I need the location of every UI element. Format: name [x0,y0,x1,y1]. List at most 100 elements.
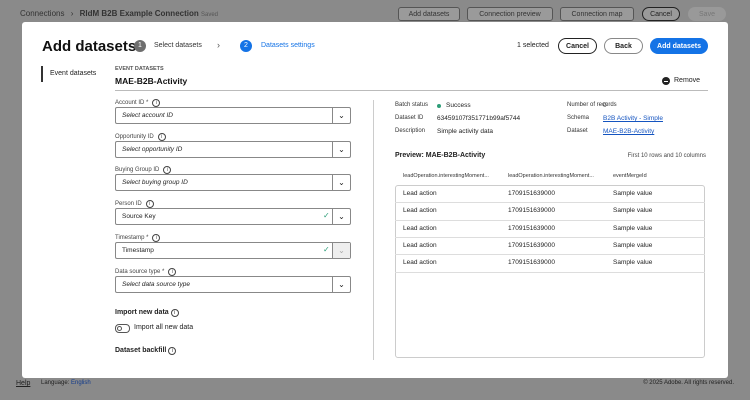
chevron-divider [332,209,333,225]
field-label-text: Account ID * [115,100,149,106]
copyright: © 2025 Adobe. All rights reserved. [643,380,734,386]
status-dot [437,103,441,108]
language: Language: English [41,380,91,386]
field-label-text: Opportunity ID [115,133,154,140]
column-header: eventMergeId [613,173,647,179]
save-status: Saved [200,12,218,18]
language-link[interactable]: English [71,380,91,386]
preview-title: Preview: MAE-B2B-Activity [395,152,486,159]
field-input[interactable]: Select buying group ID ⌄ [115,174,351,192]
row-line [395,219,705,221]
chevron-divider [332,276,333,292]
field-input[interactable]: Select account ID ⌄ [115,107,351,124]
dropdown-chevron[interactable]: ⌄ [338,178,345,188]
breadcrumb-current: RIdM B2B Example Connection [79,9,199,18]
field-label-text: Data source type * [115,268,165,275]
dropdown-chevron[interactable]: ⌄ [338,212,345,222]
import-heading-text: Import new data [115,309,169,316]
toggle-label: Import all new data [134,324,194,331]
table-cell: Lead action [403,190,437,197]
row-line [395,271,705,273]
row-line [395,202,705,204]
dropdown-chevron[interactable]: ⌄ [338,111,345,120]
detail-link[interactable]: MAE-B2B-Activity [603,128,655,135]
step-number: 1 [134,40,146,52]
breadcrumb-link[interactable]: Connections [20,9,65,18]
field-label: Account ID * i [115,99,161,107]
field-label: Opportunity ID i [115,132,166,141]
bg-button[interactable]: Save [688,7,726,21]
dropdown-chevron[interactable]: ⌄ [338,144,345,154]
info-icon: i [152,99,161,107]
cancel-button[interactable]: Cancel [558,38,597,54]
detail-label: Dataset ID [395,115,424,121]
field-label: Data source type * i [115,267,177,276]
bg-button[interactable]: Connection map [560,7,634,21]
import-heading: Import new data i [115,309,179,317]
field-value: Select data source type [122,280,190,288]
nav-indicator [41,66,43,82]
dropdown-chevron: ⌄ [333,242,350,258]
dropdown-chevron[interactable]: ⌄ [338,279,345,289]
column-divider [373,100,374,360]
field-value: Source Key [122,213,156,221]
detail-value: 0 [603,102,607,109]
table-cell: Sample value [613,259,653,267]
detail-value: Simple activity data [437,128,493,135]
detail-label: Batch status [395,102,429,108]
chevron-divider [332,108,333,123]
bg-button[interactable]: Cancel [642,7,680,21]
field-input[interactable]: Source Key ✓ ⌄ [115,208,351,226]
step-label[interactable]: Datasets settings [261,42,315,49]
table-cell: Sample value [613,224,653,232]
info-icon: i [145,200,154,209]
field-label: Timestamp * i [115,233,161,242]
step-chevron: › [217,40,220,50]
back-button[interactable]: Back [604,38,643,54]
field-label-text: Person ID [115,201,142,208]
field-input[interactable]: Select opportunity ID ⌄ [115,140,351,158]
field-input[interactable]: Timestamp ✓ ⌄ [115,241,351,259]
table-cell: 1709151639000 [508,207,555,215]
bg-button[interactable]: Connection preview [467,7,553,21]
detail-label: Number of records [567,102,617,108]
table-cell: Sample value [613,207,653,215]
info-icon: i [163,166,172,175]
backfill-text: Dataset backfill [115,347,167,354]
field-label: Person ID i [115,200,154,209]
selected-count: 1 selected [517,42,549,49]
remove-button[interactable]: Remove [674,77,701,84]
breadcrumb: Connections › RIdM B2B Example Connectio… [20,9,218,18]
field-value: Select opportunity ID [122,145,183,153]
table-cell: Sample value [613,190,653,197]
detail-link[interactable]: B2B Activity - Simple [603,115,663,122]
field-value: Timestamp [122,246,154,254]
info-icon: i [168,267,177,276]
valid-check: ✓ [323,211,330,221]
detail-value: Success [446,102,471,109]
row-line [395,254,705,256]
table-cell: 1709151639000 [508,259,555,267]
nav-item[interactable]: Event datasets [50,70,97,77]
field-value: Select account ID [122,112,173,119]
step-label[interactable]: Select datasets [154,42,202,49]
step-number: 2 [240,40,252,52]
add-datasets-button[interactable]: Add datasets [650,38,708,54]
table-cell: 1709151639000 [508,190,555,197]
help-link[interactable]: Help [16,380,31,387]
preview-note: First 10 rows and 10 columns [627,153,706,159]
divider [115,90,708,91]
field-value: Select buying group ID [122,179,188,187]
field-input[interactable]: Select data source type ⌄ [115,275,351,293]
column-header: leadOperation.interestingMoment... [403,173,489,179]
table-cell: 1709151639000 [508,241,555,249]
field-label-text: Buying Group ID [115,167,160,174]
toggle[interactable] [115,324,130,333]
chevron-divider [332,141,333,157]
info-icon: i [157,132,166,141]
detail-label: Dataset [567,128,588,134]
detail-label: Schema [567,115,590,121]
bg-button[interactable]: Add datasets [398,7,460,21]
column-header: leadOperation.interestingMoment... [508,173,594,179]
